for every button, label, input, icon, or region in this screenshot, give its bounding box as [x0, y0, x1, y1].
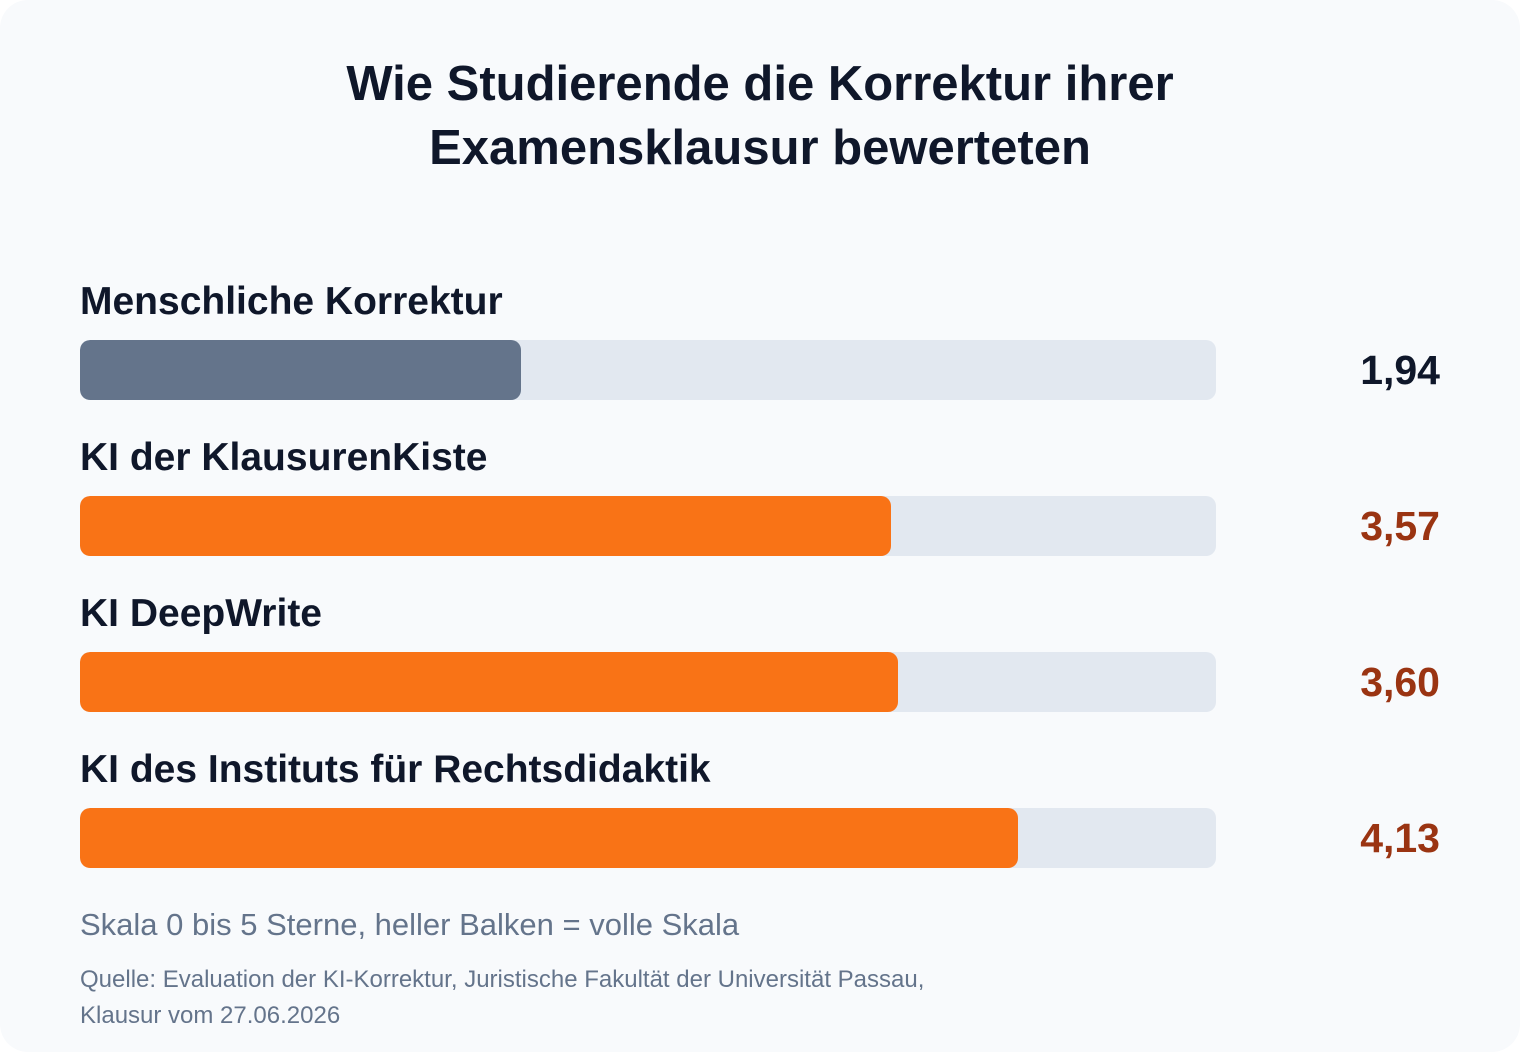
- category-label: KI des Instituts für Rechtsdidaktik: [80, 748, 711, 791]
- chart-title: Wie Studierende die Korrektur ihrer Exam…: [160, 52, 1360, 180]
- source-note: Quelle: Evaluation der KI-Korrektur, Jur…: [80, 962, 924, 1034]
- category-label: Menschliche Korrektur: [80, 280, 503, 323]
- value-label: 3,57: [1360, 503, 1440, 549]
- source-line-1: Quelle: Evaluation der KI-Korrektur, Jur…: [80, 966, 925, 993]
- value-label: 1,94: [1360, 347, 1440, 393]
- category-label: KI DeepWrite: [80, 592, 322, 635]
- scale-note: Skala 0 bis 5 Sterne, heller Balken = vo…: [80, 907, 740, 942]
- value-label: 3,60: [1360, 659, 1440, 705]
- bar-track: [80, 340, 1216, 400]
- chart-title-line-1: Wie Studierende die Korrektur ihrer: [346, 57, 1174, 111]
- bar: [80, 652, 898, 712]
- bar-track: [80, 496, 1216, 556]
- bar: [80, 808, 1018, 868]
- bar-track: [80, 652, 1216, 712]
- chart-title-line-2: Examensklausur bewerteten: [429, 121, 1091, 175]
- category-label: KI der KlausurenKiste: [80, 436, 488, 479]
- value-label: 4,13: [1360, 815, 1440, 861]
- bar: [80, 496, 891, 556]
- source-line-2: Klausur vom 27.06.2026: [80, 1002, 341, 1029]
- bar: [80, 340, 521, 400]
- bar-track: [80, 808, 1216, 868]
